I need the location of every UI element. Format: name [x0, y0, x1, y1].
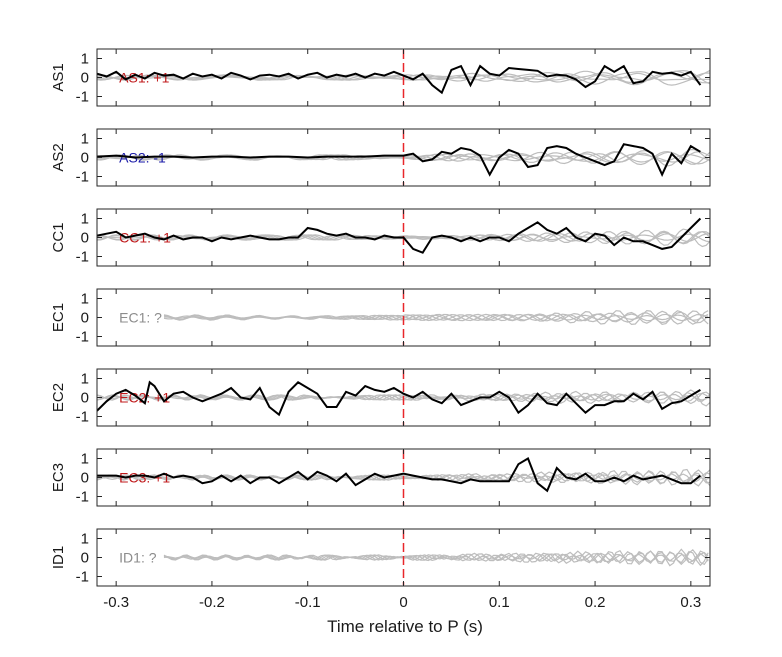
y-tick-label: -1	[76, 409, 89, 426]
polarity-label: ID1: ?	[119, 550, 157, 566]
waveform-trace	[97, 457, 702, 493]
x-tick-label: 0	[399, 594, 407, 611]
y-tick-label: 1	[81, 451, 89, 468]
y-tick-label: 0	[81, 550, 89, 567]
waveform-trace	[97, 217, 702, 254]
station-axis-label: ID1	[50, 546, 67, 569]
x-tick-label: -0.3	[103, 594, 129, 611]
panel-id1: ID1: ? 1 0 -1 ID1 -0.3 -0.2 -0.1 0 0.1 0.2 0.3	[50, 528, 711, 611]
station-axis-label: EC3	[50, 463, 67, 492]
y-tick-label: 1	[81, 131, 89, 148]
waveform-trace	[97, 143, 701, 177]
x-tick-label: 0.3	[680, 594, 701, 611]
y-tick-label: 0	[81, 70, 89, 87]
polarity-label: EC1: ?	[119, 310, 162, 326]
waveform-trace	[97, 64, 702, 95]
station-axis-label: EC1	[50, 303, 67, 332]
x-tick-label: -0.1	[295, 594, 321, 611]
station-axis-label: EC2	[50, 383, 67, 412]
y-tick-label: -1	[76, 89, 89, 106]
polarity-label: EC3: +1	[119, 470, 170, 486]
station-axis-label: AS1	[50, 63, 67, 91]
waveform-trace	[97, 380, 701, 417]
y-tick-label: 1	[81, 531, 89, 548]
x-tick-label: 0.1	[489, 594, 510, 611]
y-tick-label: 0	[81, 150, 89, 167]
background-trace	[163, 548, 709, 567]
station-axis-label: CC1	[50, 222, 67, 252]
y-tick-label: 1	[81, 211, 89, 228]
panel-cc1: CC1: +1 1 0 -1 CC1	[50, 208, 711, 267]
x-tick-label: -0.2	[199, 594, 225, 611]
y-tick-label: 0	[81, 310, 89, 327]
y-tick-label: -1	[76, 569, 89, 586]
y-tick-label: 0	[81, 390, 89, 407]
y-tick-label: -1	[76, 169, 89, 186]
background-trace	[163, 309, 709, 326]
y-tick-label: -1	[76, 329, 89, 346]
y-tick-label: 1	[81, 51, 89, 68]
panel-ec3: EC3: +1 1 0 -1 EC3	[50, 448, 711, 507]
panel-ec1: EC1: ? 1 0 -1 EC1	[50, 288, 711, 347]
background-trace	[163, 310, 709, 325]
background-trace	[163, 552, 709, 564]
x-tick-label: 0.2	[585, 594, 606, 611]
x-axis-label: Time relative to P (s)	[327, 617, 483, 636]
background-traces	[163, 548, 709, 567]
y-tick-label: 0	[81, 230, 89, 247]
y-tick-label: -1	[76, 249, 89, 266]
y-tick-label: 1	[81, 371, 89, 388]
background-traces	[163, 309, 709, 326]
y-tick-label: 0	[81, 470, 89, 487]
polarity-label: CC1: +1	[119, 230, 171, 246]
y-tick-label: 1	[81, 291, 89, 308]
y-tick-label: -1	[76, 489, 89, 506]
station-axis-label: AS2	[50, 143, 67, 171]
